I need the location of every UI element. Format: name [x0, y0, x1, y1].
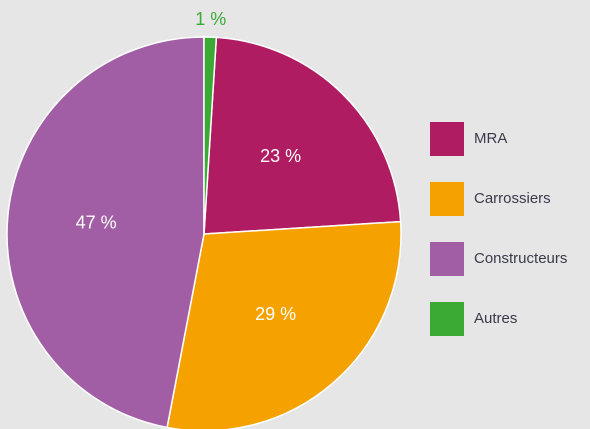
- legend-label: MRA: [474, 130, 507, 147]
- pie-slice: [166, 220, 402, 429]
- legend-label: Carrossiers: [474, 190, 551, 207]
- pie-slice: [203, 36, 218, 235]
- legend-label: Autres: [474, 310, 517, 327]
- pie-slice: [6, 36, 205, 429]
- slice-label: 23 %: [260, 146, 301, 166]
- pie-slice: [203, 36, 402, 235]
- legend-swatch: [430, 302, 464, 336]
- legend-swatch: [430, 182, 464, 216]
- slice-label: 29 %: [255, 304, 296, 324]
- slice-label: 47 %: [76, 213, 117, 233]
- legend-swatch: [430, 122, 464, 156]
- legend-label: Constructeurs: [474, 250, 567, 267]
- legend-swatch: [430, 242, 464, 276]
- slice-label: 1 %: [195, 9, 226, 29]
